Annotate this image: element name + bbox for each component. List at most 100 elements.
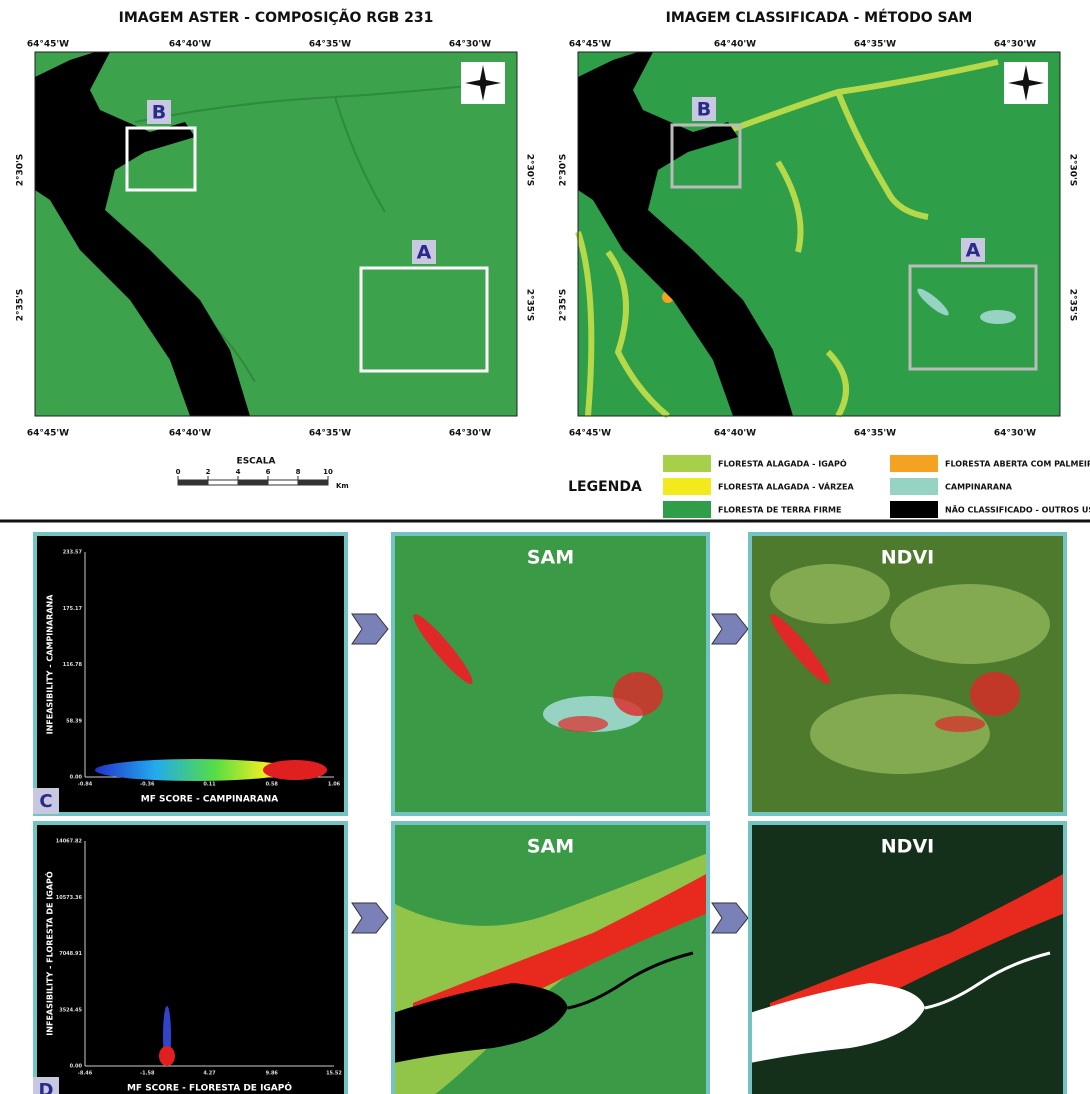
- x-tick-label: 1.06: [328, 782, 341, 788]
- scale-unit: Km: [336, 482, 349, 490]
- y-tick-label: 0.00: [70, 1064, 83, 1070]
- scale-title: ESCALA: [237, 457, 276, 467]
- y-tick-label: 7048.91: [59, 951, 82, 957]
- image-label: NDVI: [881, 836, 934, 858]
- y-tick-label: 233.57: [63, 550, 83, 556]
- panel-letter: D: [39, 1080, 54, 1094]
- class-patch: [558, 716, 608, 732]
- legend-label: NÃO CLASSIFICADO - OUTROS USOS: [945, 505, 1090, 515]
- y-tick-label: 3524.45: [59, 1007, 82, 1013]
- north-arrow: [461, 62, 505, 104]
- x-tick-label: 0.58: [266, 782, 279, 788]
- class-patch: [970, 672, 1020, 716]
- class-patch: [613, 672, 663, 716]
- longitude-label: 64°45'W: [27, 429, 69, 439]
- ndvi-image: NDVI: [750, 823, 1065, 1094]
- x-tick-label: -1.58: [140, 1071, 155, 1077]
- scale-tick-label: 2: [206, 468, 211, 476]
- legend-swatch: [890, 478, 938, 495]
- scale-tick-label: 6: [266, 468, 271, 476]
- latitude-label: 2°30'S: [559, 154, 569, 187]
- latitude-label: 2°30'S: [1068, 154, 1078, 187]
- figure: IMAGEM ASTER - COMPOSIÇÃO RGB 231BA64°45…: [0, 0, 1090, 1094]
- legend-swatch: [663, 455, 711, 472]
- region-label: B: [152, 102, 166, 124]
- north-arrow: [1004, 62, 1048, 104]
- y-tick-label: 0.00: [70, 775, 83, 781]
- y-axis-label: INFEASIBILITY - FLORESTA DE IGAPÓ: [44, 871, 55, 1036]
- legend-title: LEGENDA: [568, 479, 642, 495]
- x-tick-label: -0.84: [78, 782, 93, 788]
- point-cloud: [159, 1046, 175, 1066]
- scale-tick-label: 0: [176, 468, 181, 476]
- image-label: NDVI: [881, 547, 934, 569]
- legend-swatch: [890, 455, 938, 472]
- longitude-label: 64°30'W: [449, 40, 491, 50]
- map-image: BA: [578, 52, 1060, 416]
- image-background: [393, 534, 708, 814]
- vegetation-patch: [770, 564, 890, 624]
- legend-label: FLORESTA ALAGADA - VÁRZEA: [718, 481, 855, 492]
- region-label: A: [417, 242, 432, 264]
- arrow: [352, 903, 388, 933]
- map-title: IMAGEM CLASSIFICADA - MÉTODO SAM: [666, 9, 973, 26]
- image-label: SAM: [527, 836, 574, 858]
- x-tick-label: 9.86: [266, 1071, 279, 1077]
- longitude-label: 64°35'W: [309, 40, 351, 50]
- longitude-label: 64°30'W: [994, 40, 1036, 50]
- x-axis-label: MF SCORE - FLORESTA DE IGAPÓ: [127, 1082, 292, 1094]
- panel-letter: C: [39, 791, 52, 812]
- legend-label: FLORESTA ABERTA COM PALMEIRAS: [945, 460, 1090, 469]
- scatter-frame: [35, 823, 346, 1094]
- scale-segment: [298, 480, 328, 485]
- class-patch: [935, 716, 985, 732]
- ndvi-image: NDVI: [750, 534, 1065, 814]
- latitude-label: 2°30'S: [525, 154, 535, 187]
- region-label: B: [697, 99, 711, 121]
- longitude-label: 64°35'W: [309, 429, 351, 439]
- legend-swatch: [890, 501, 938, 518]
- y-tick-label: 14067.82: [56, 839, 83, 845]
- vegetation-patch: [810, 694, 990, 774]
- x-tick-label: 15.52: [326, 1071, 342, 1077]
- longitude-label: 64°45'W: [569, 429, 611, 439]
- sam-image: SAM: [393, 823, 708, 1094]
- latitude-label: 2°30'S: [16, 154, 26, 187]
- longitude-label: 64°30'W: [449, 429, 491, 439]
- scale-tick-label: 8: [296, 468, 301, 476]
- latitude-label: 2°35'S: [1068, 289, 1078, 322]
- y-tick-label: 10573.36: [56, 895, 83, 901]
- arrow: [352, 614, 388, 644]
- legend-swatch: [663, 501, 711, 518]
- image-label: SAM: [527, 547, 574, 569]
- longitude-label: 64°40'W: [169, 40, 211, 50]
- campinarana: [980, 310, 1016, 324]
- longitude-label: 64°40'W: [714, 40, 756, 50]
- longitude-label: 64°35'W: [854, 40, 896, 50]
- map-title: IMAGEM ASTER - COMPOSIÇÃO RGB 231: [119, 9, 434, 26]
- legend-label: FLORESTA ALAGADA - IGAPÓ: [718, 458, 847, 469]
- scale-segment: [178, 480, 208, 485]
- arrow: [712, 903, 748, 933]
- x-axis-label: MF SCORE - CAMPINARANA: [141, 795, 278, 805]
- point-cloud: [263, 760, 327, 780]
- y-tick-label: 175.17: [63, 606, 83, 612]
- longitude-label: 64°45'W: [27, 40, 69, 50]
- longitude-label: 64°45'W: [569, 40, 611, 50]
- region-label: A: [966, 240, 981, 262]
- x-tick-label: -0.36: [140, 782, 155, 788]
- map-image: BA: [35, 52, 517, 416]
- latitude-label: 2°35'S: [525, 289, 535, 322]
- x-tick-label: 4.27: [203, 1071, 216, 1077]
- longitude-label: 64°40'W: [714, 429, 756, 439]
- latitude-label: 2°35'S: [16, 289, 26, 322]
- y-axis-label: INFEASIBILITY - CAMPINARANA: [46, 594, 55, 735]
- longitude-label: 64°40'W: [169, 429, 211, 439]
- scale-tick-label: 10: [323, 468, 333, 476]
- legend-label: CAMPINARANA: [945, 483, 1013, 492]
- longitude-label: 64°30'W: [994, 429, 1036, 439]
- scale-tick-label: 4: [236, 468, 241, 476]
- x-tick-label: 0.11: [203, 782, 216, 788]
- vegetation-patch: [890, 584, 1050, 664]
- longitude-label: 64°35'W: [854, 429, 896, 439]
